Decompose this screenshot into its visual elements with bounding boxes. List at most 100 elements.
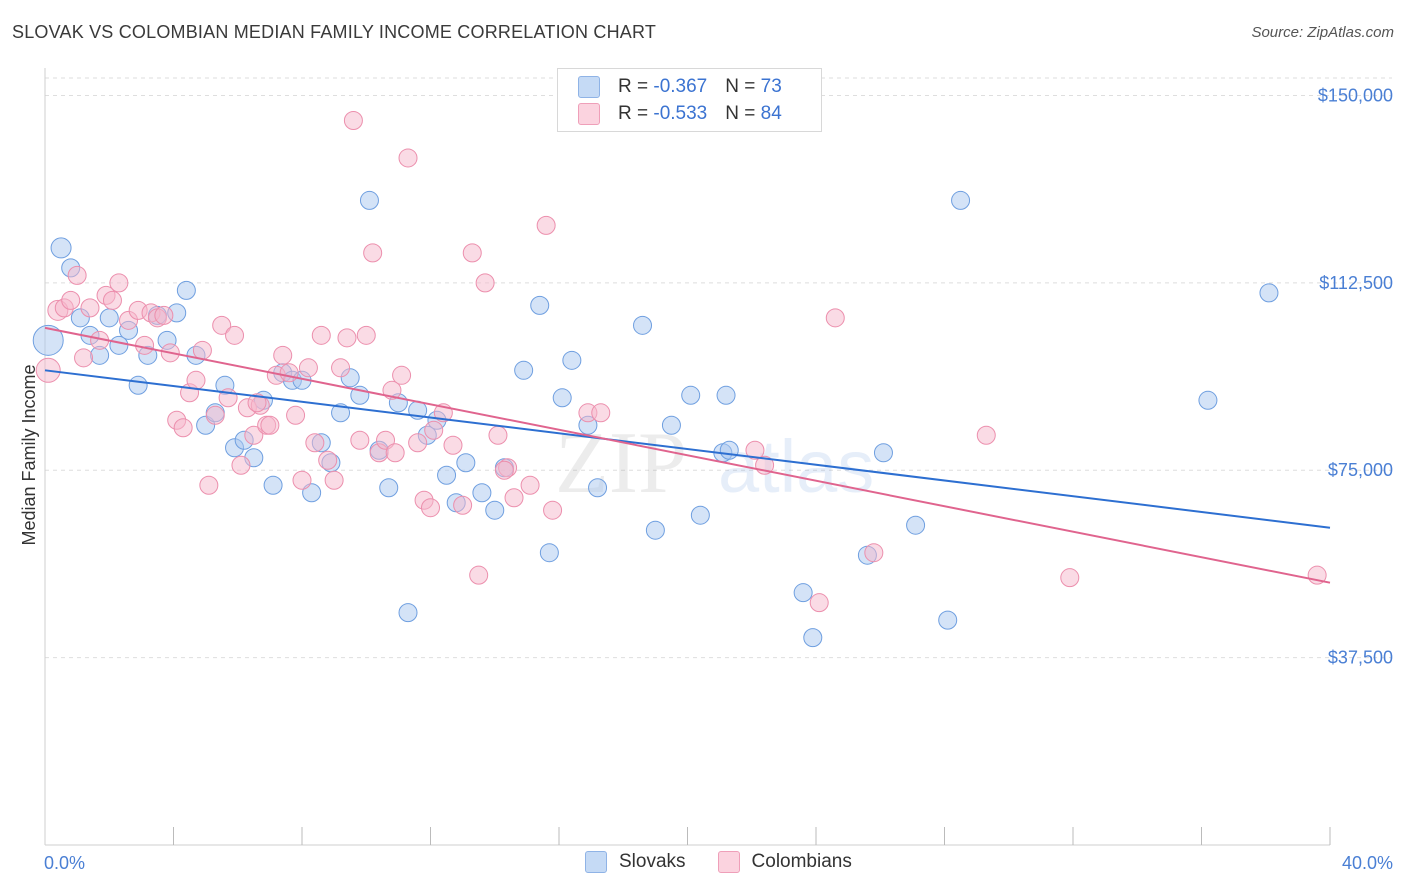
- colombian-point[interactable]: [745, 440, 765, 460]
- colombian-point[interactable]: [311, 325, 331, 345]
- slovak-point[interactable]: [906, 515, 926, 535]
- slovak-point[interactable]: [398, 603, 418, 623]
- colombian-point[interactable]: [356, 325, 376, 345]
- colombian-point[interactable]: [350, 430, 370, 450]
- slovak-point[interactable]: [951, 190, 971, 210]
- legend-r-label: R =: [618, 103, 654, 124]
- colombian-point[interactable]: [864, 543, 884, 563]
- slovak-point[interactable]: [530, 295, 550, 315]
- legend-row-slovaks: R = -0.367 N = 73: [578, 75, 782, 99]
- slovak-point[interactable]: [938, 610, 958, 630]
- slovak-point[interactable]: [873, 443, 893, 463]
- colombian-point[interactable]: [260, 415, 280, 435]
- colombian-point[interactable]: [1060, 568, 1080, 588]
- colombian-point[interactable]: [186, 370, 206, 390]
- colombian-point[interactable]: [809, 593, 829, 613]
- colombian-point[interactable]: [343, 110, 363, 130]
- slovak-point[interactable]: [562, 350, 582, 370]
- slovak-point[interactable]: [716, 385, 736, 405]
- slovak-point[interactable]: [681, 385, 701, 405]
- slovak-point[interactable]: [32, 324, 64, 356]
- y-tick-label: $150,000: [1318, 85, 1393, 105]
- slovak-point[interactable]: [514, 360, 534, 380]
- slovak-point[interactable]: [719, 440, 739, 460]
- colombian-point[interactable]: [67, 265, 87, 285]
- slovak-point[interactable]: [661, 415, 681, 435]
- colombian-point[interactable]: [154, 305, 174, 325]
- colombian-point[interactable]: [376, 430, 396, 450]
- colombian-point[interactable]: [74, 348, 94, 368]
- colombian-point[interactable]: [494, 460, 514, 480]
- colombian-point[interactable]: [453, 495, 473, 515]
- colombian-point[interactable]: [231, 455, 251, 475]
- colombian-point[interactable]: [279, 363, 299, 383]
- colombian-point[interactable]: [331, 358, 351, 378]
- slovak-point[interactable]: [588, 478, 608, 498]
- slovak-point[interactable]: [552, 388, 572, 408]
- colombian-point[interactable]: [292, 470, 312, 490]
- colombian-point[interactable]: [591, 403, 611, 423]
- colombian-point[interactable]: [80, 298, 100, 318]
- colombian-point[interactable]: [212, 315, 232, 335]
- colombian-point[interactable]: [462, 243, 482, 263]
- slovak-point[interactable]: [128, 375, 148, 395]
- slovak-point[interactable]: [803, 628, 823, 648]
- slovak-point[interactable]: [50, 237, 72, 259]
- colombian-point[interactable]: [488, 425, 508, 445]
- slovak-point[interactable]: [302, 483, 322, 503]
- slovak-point[interactable]: [633, 315, 653, 335]
- series-legend-colombians[interactable]: Colombians: [717, 851, 852, 873]
- colombian-point[interactable]: [536, 215, 556, 235]
- colombian-point[interactable]: [244, 425, 264, 445]
- colombian-point[interactable]: [825, 308, 845, 328]
- slovak-point[interactable]: [1259, 283, 1279, 303]
- colombian-point[interactable]: [199, 475, 219, 495]
- colombian-point[interactable]: [392, 365, 412, 385]
- colombian-point[interactable]: [286, 405, 306, 425]
- slovak-point[interactable]: [1198, 390, 1218, 410]
- colombian-point[interactable]: [337, 328, 357, 348]
- colombian-point[interactable]: [976, 425, 996, 445]
- slovak-point[interactable]: [793, 583, 813, 603]
- slovak-point[interactable]: [437, 465, 457, 485]
- colombian-point[interactable]: [192, 340, 212, 360]
- colombian-point[interactable]: [109, 273, 129, 293]
- colombian-point[interactable]: [173, 418, 193, 438]
- slovak-point[interactable]: [331, 403, 351, 423]
- colombian-point[interactable]: [61, 290, 81, 310]
- colombian-point[interactable]: [324, 470, 344, 490]
- slovak-point[interactable]: [690, 505, 710, 525]
- slovak-point[interactable]: [263, 475, 283, 495]
- correlation-legend: R = -0.367 N = 73 R = -0.533 N = 84: [557, 68, 822, 132]
- series-legend-slovaks[interactable]: Slovaks: [585, 851, 686, 873]
- colombian-point[interactable]: [421, 498, 440, 518]
- slovak-point[interactable]: [539, 543, 559, 563]
- slovak-point[interactable]: [645, 520, 665, 540]
- colombian-point[interactable]: [475, 273, 495, 293]
- colombian-point[interactable]: [469, 565, 489, 585]
- colombian-point[interactable]: [424, 420, 444, 440]
- colombian-point[interactable]: [443, 435, 463, 455]
- colombian-point[interactable]: [225, 325, 245, 345]
- colombian-point[interactable]: [408, 433, 428, 453]
- slovak-point[interactable]: [359, 190, 379, 210]
- colombian-point[interactable]: [385, 443, 405, 463]
- colombian-point[interactable]: [520, 475, 540, 495]
- colombian-point[interactable]: [102, 290, 122, 310]
- slovak-point[interactable]: [485, 500, 505, 520]
- colombian-point[interactable]: [363, 243, 383, 263]
- slovak-point[interactable]: [456, 453, 476, 473]
- colombian-point[interactable]: [273, 345, 293, 365]
- colombian-point[interactable]: [205, 405, 225, 425]
- colombian-point[interactable]: [504, 488, 524, 508]
- colombian-point[interactable]: [298, 358, 318, 378]
- slovak-point[interactable]: [99, 308, 119, 328]
- colombian-point[interactable]: [543, 500, 563, 520]
- colombian-point[interactable]: [398, 148, 418, 168]
- colombian-point[interactable]: [305, 433, 325, 453]
- slovak-point[interactable]: [379, 478, 399, 498]
- slovak-point[interactable]: [176, 280, 196, 300]
- colombian-point[interactable]: [318, 450, 338, 470]
- slovak-point[interactable]: [472, 483, 492, 503]
- colombian-point[interactable]: [247, 393, 267, 413]
